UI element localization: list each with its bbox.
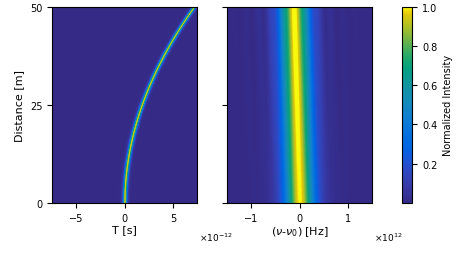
Text: $\times10^{12}$: $\times10^{12}$ <box>374 231 402 243</box>
X-axis label: $(\nu$-$\nu_0)$ [Hz]: $(\nu$-$\nu_0)$ [Hz] <box>271 224 328 238</box>
Y-axis label: Distance [m]: Distance [m] <box>14 70 24 141</box>
Text: $\times10^{-12}$: $\times10^{-12}$ <box>199 231 232 243</box>
X-axis label: T [s]: T [s] <box>112 224 137 234</box>
Y-axis label: Normalized Intensity: Normalized Intensity <box>443 55 453 156</box>
